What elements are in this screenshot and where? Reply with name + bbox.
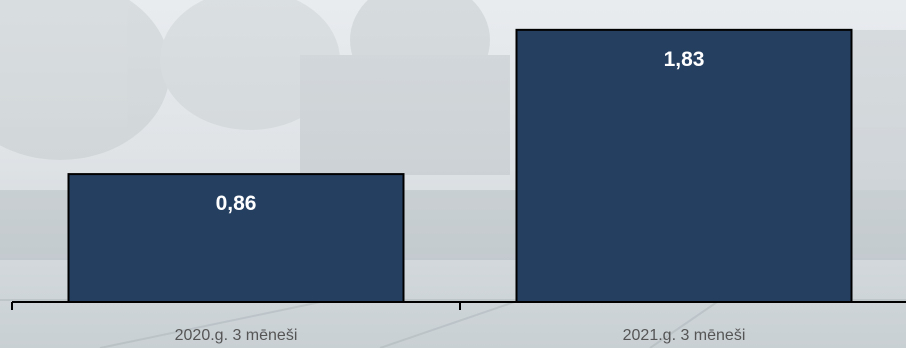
bar-value-label-2: 1,83: [664, 48, 705, 71]
bar-value-label-1: 0,86: [216, 192, 257, 215]
bar-2: [515, 28, 853, 303]
category-label-2: 2021.g. 3 mēneši: [623, 327, 746, 344]
bar-1: [67, 173, 405, 304]
category-label-1: 2020.g. 3 mēneši: [175, 327, 298, 344]
